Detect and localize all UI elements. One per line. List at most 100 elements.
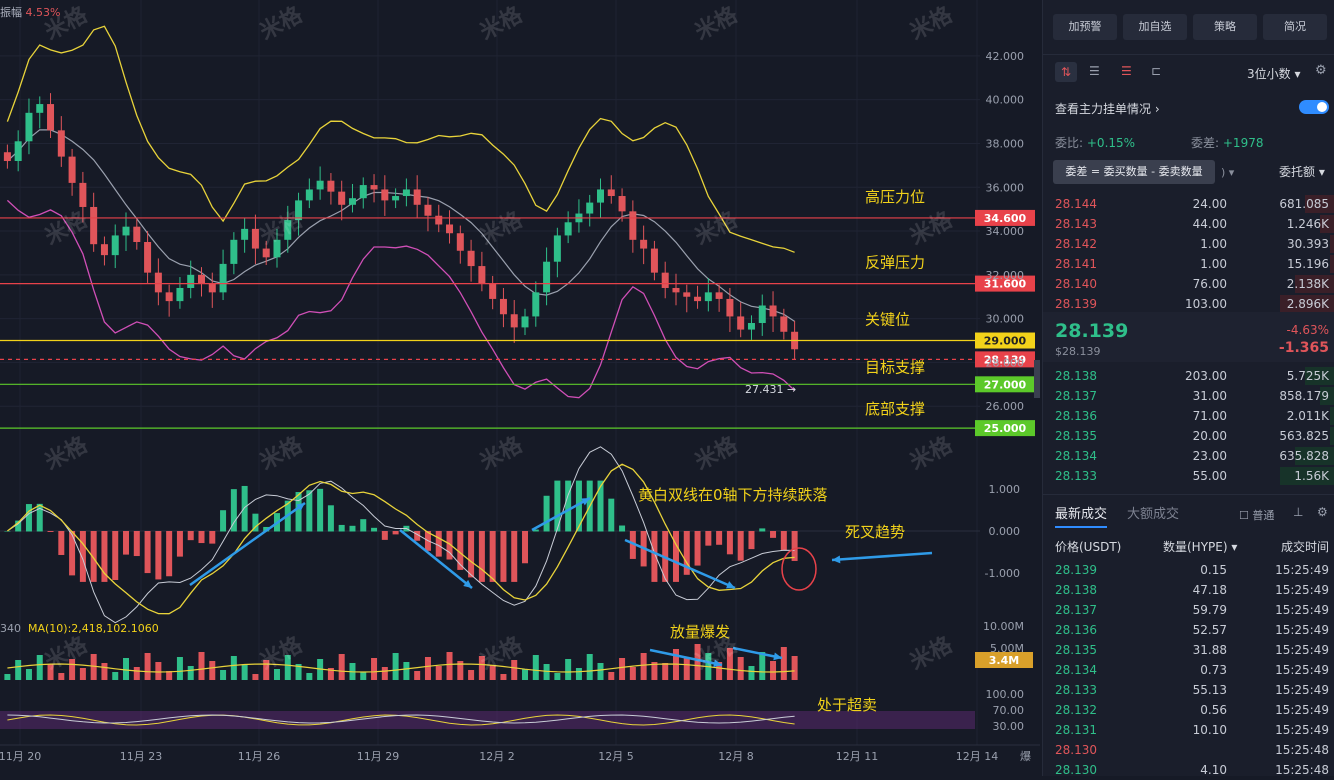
row-amount: 563.825: [1279, 429, 1329, 443]
row-price: 28.137: [1055, 389, 1097, 403]
volume-bar: [58, 673, 65, 680]
macd-bar: [694, 531, 701, 566]
normal-checkbox[interactable]: ☐ 普通: [1239, 509, 1275, 522]
volume-bar: [306, 673, 313, 680]
candle-body: [25, 112, 33, 142]
collapse-handle[interactable]: [1034, 360, 1040, 398]
price-chart[interactable]: 34.600 高压力位 31.600 反弹压力 29.000 关键位 28.139 目标支撑 2…: [0, 0, 1040, 776]
level-lines: 34.600 高压力位 31.600 反弹压力 29.000 关键位 28.139 目标支撑 2…: [0, 188, 1035, 437]
bid-row[interactable]: 28.134 23.00 635.828: [1043, 446, 1334, 466]
candle-body: [327, 180, 335, 192]
row-amount: 1.56K: [1294, 469, 1329, 483]
ask-row[interactable]: 28.142 1.00 30.393: [1043, 234, 1334, 254]
add-alert-button[interactable]: 加预警: [1053, 14, 1117, 40]
qty-column-header[interactable]: 数量(HYPE) ▾: [1163, 540, 1238, 554]
bid-row[interactable]: 28.133 55.00 1.56K: [1043, 466, 1334, 486]
candle-body: [47, 104, 55, 131]
macd-bar: [25, 504, 32, 532]
bid-row[interactable]: 28.137 31.00 858.179: [1043, 386, 1334, 406]
ask-row[interactable]: 28.144 24.00 681.085: [1043, 194, 1334, 214]
macd-bar: [468, 531, 475, 578]
macd-tick-label: -1.000: [985, 567, 1020, 580]
time-tick-label: 12月 8: [718, 750, 754, 763]
layout-mini-icon[interactable]: ⊏: [1151, 64, 1162, 78]
trend-arrow: [624, 538, 736, 590]
order-ratio: 委比: +0.15%: [1055, 136, 1136, 150]
filter-icon[interactable]: ⊥: [1293, 505, 1304, 519]
trade-price: 28.131: [1055, 723, 1097, 737]
candle-body: [165, 292, 173, 302]
trade-settings-icon[interactable]: ⚙: [1317, 505, 1328, 519]
row-amount: 858.179: [1279, 389, 1329, 403]
rsi-panel: 处于超卖: [0, 696, 975, 729]
level-tag-label: 25.000: [984, 422, 1027, 435]
tab-latest-trades[interactable]: 最新成交: [1055, 503, 1108, 528]
level-tag: [975, 209, 1035, 226]
ask-row[interactable]: 28.143 44.00 1.246K: [1043, 214, 1334, 234]
level-tag-label: 27.000: [984, 378, 1027, 391]
volume-bar: [112, 672, 119, 680]
candle-body: [747, 323, 755, 330]
candle-body: [715, 292, 723, 299]
candles: [3, 93, 799, 360]
candle-body: [726, 298, 734, 317]
macd-bar: [683, 531, 690, 575]
row-qty: 31.00: [1192, 389, 1227, 403]
overview-button[interactable]: 简况: [1263, 14, 1327, 40]
mainforce-link[interactable]: 查看主力挂单情况 ›: [1055, 102, 1160, 116]
candle-body: [208, 283, 216, 293]
rsi-line-2: [7, 714, 795, 724]
volume-tick-label: 10.00M: [983, 620, 1024, 633]
macd-bar: [58, 531, 65, 555]
trade-qty: 10.10: [1192, 723, 1227, 737]
row-price: 28.139: [1055, 297, 1097, 311]
candle-body: [305, 189, 313, 201]
strategy-button[interactable]: 策略: [1193, 14, 1257, 40]
macd-bar: [338, 524, 345, 532]
level-tag: [975, 420, 1035, 437]
price-tick-label: 26.000: [986, 400, 1025, 413]
volume-bar: [694, 644, 701, 680]
level-annotation: 高压力位: [865, 188, 925, 206]
column-select-icon[interactable]: ) ▾: [1221, 166, 1235, 179]
ask-row[interactable]: 28.140 76.00 2.138K: [1043, 274, 1334, 294]
candle-body: [618, 196, 626, 212]
macd-bar: [500, 531, 507, 582]
volume-bar: [619, 658, 626, 680]
macd-bar: [457, 531, 464, 570]
volume-bar: [4, 674, 11, 680]
macd-bar: [198, 531, 205, 544]
ask-row[interactable]: 28.141 1.00 15.196: [1043, 254, 1334, 274]
bid-row[interactable]: 28.138 203.00 5.725K: [1043, 366, 1334, 386]
macd-bar: [705, 531, 712, 546]
tab-large-trades[interactable]: 大额成交: [1127, 507, 1180, 522]
layout-sell-icon[interactable]: ☰: [1121, 64, 1132, 78]
macd-bar: [446, 531, 453, 560]
time-tick-label: 11月 23: [120, 750, 163, 763]
volume-bar: [144, 653, 151, 680]
macd-bar: [748, 531, 755, 550]
layout-both-icon[interactable]: ⇅: [1055, 62, 1077, 82]
time-tick-label: 12月 5: [598, 750, 634, 763]
amount-header[interactable]: 委托额 ▾: [1279, 165, 1325, 179]
decimals-select[interactable]: 3位小数 ▾: [1247, 67, 1301, 81]
macd-bar: [166, 531, 173, 577]
settings-icon[interactable]: ⚙: [1315, 63, 1327, 78]
bid-row[interactable]: 28.135 20.00 563.825: [1043, 426, 1334, 446]
volume-bar: [273, 669, 280, 680]
ask-row[interactable]: 28.139 103.00 2.896K: [1043, 294, 1334, 314]
time-column-header: 成交时间: [1280, 540, 1329, 554]
bid-row[interactable]: 28.136 71.00 2.011K: [1043, 406, 1334, 426]
macd-bar: [522, 531, 529, 564]
rsi-tick-label: 70.00: [993, 704, 1025, 717]
candle-body: [413, 189, 421, 205]
add-watchlist-button[interactable]: 加自选: [1123, 14, 1187, 40]
order-diff: 委差: +1978: [1191, 136, 1264, 150]
volume-bar: [123, 658, 130, 680]
layout-buy-icon[interactable]: ☰: [1089, 64, 1100, 78]
volume-ma-line: [7, 663, 795, 673]
candle-body: [251, 228, 259, 249]
mainforce-toggle[interactable]: [1299, 100, 1329, 114]
macd-bar: [651, 531, 658, 582]
candle-body: [543, 261, 551, 293]
